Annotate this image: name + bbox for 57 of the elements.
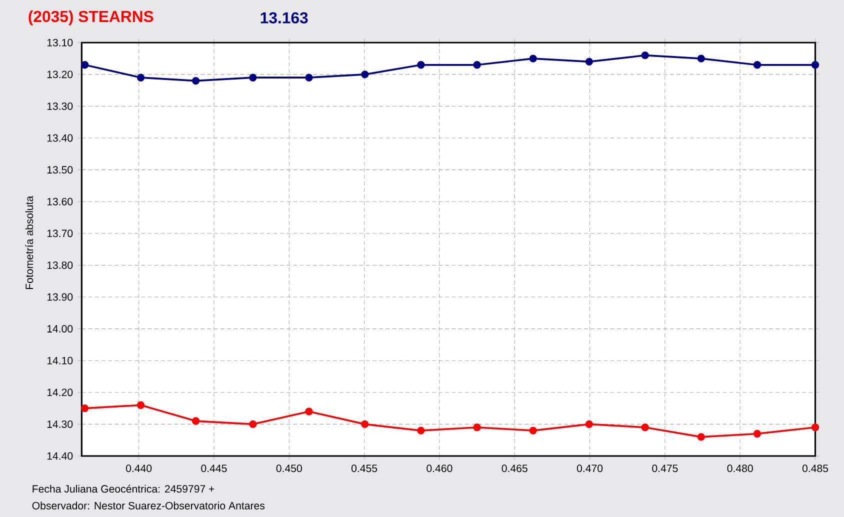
point bbox=[697, 54, 705, 62]
x-tick-label: 0.465 bbox=[502, 464, 528, 472]
x-tick-label: 0.475 bbox=[652, 464, 678, 472]
x-tick-label: 0.440 bbox=[126, 464, 152, 472]
point bbox=[81, 60, 89, 68]
y-tick-label: 13.50 bbox=[47, 166, 73, 174]
point bbox=[811, 423, 820, 431]
point bbox=[361, 420, 369, 428]
y-tick-label: 13.60 bbox=[47, 198, 73, 206]
point bbox=[641, 51, 649, 59]
x-tick-label: 0.445 bbox=[201, 464, 227, 472]
y-tick-label: 14.00 bbox=[47, 324, 73, 332]
point bbox=[417, 426, 425, 434]
point bbox=[192, 76, 200, 84]
point bbox=[136, 401, 145, 409]
y-tick-label: 14.10 bbox=[47, 356, 73, 364]
point bbox=[361, 70, 369, 78]
point bbox=[585, 58, 594, 66]
y-tick-label: 13.90 bbox=[47, 293, 73, 301]
point bbox=[641, 423, 649, 431]
x-tick-label: 0.455 bbox=[351, 464, 378, 472]
point bbox=[305, 407, 313, 416]
x-tick-label: 0.460 bbox=[426, 464, 452, 472]
y-tick-label: 13.20 bbox=[47, 70, 73, 78]
y-tick-label: 14.20 bbox=[47, 388, 73, 396]
y-tick-label: 14.40 bbox=[47, 452, 73, 460]
point bbox=[585, 420, 594, 428]
y-tick-label: 13.40 bbox=[47, 134, 73, 142]
y-tick-label: 13.30 bbox=[47, 102, 73, 110]
point bbox=[305, 74, 313, 82]
point bbox=[529, 426, 537, 434]
point bbox=[697, 432, 705, 441]
point bbox=[473, 423, 481, 431]
x-tick-label: 0.480 bbox=[727, 464, 753, 472]
text: Observador: Nestor Suarez-Observatorio Antares bbox=[32, 501, 265, 510]
x-tick-label: 0.485 bbox=[802, 464, 828, 472]
point bbox=[529, 54, 537, 62]
chart-subtitle: 13.163 bbox=[260, 12, 308, 24]
point bbox=[417, 60, 425, 68]
point bbox=[753, 430, 762, 438]
point bbox=[811, 60, 820, 68]
chart-title: (2035) STEARNS bbox=[28, 10, 154, 26]
x-tick-label: 0.470 bbox=[576, 464, 603, 472]
point bbox=[473, 60, 481, 68]
point bbox=[753, 60, 762, 68]
point bbox=[81, 404, 89, 412]
point bbox=[192, 416, 200, 425]
y-tick-label: 14.30 bbox=[47, 420, 73, 428]
point bbox=[249, 420, 257, 428]
y-tick-label: 13.10 bbox=[47, 38, 73, 46]
x-axis-title: Fecha Juliana Geocéntrica: 2459797 + bbox=[32, 484, 214, 492]
point bbox=[249, 74, 257, 82]
x-tick-label: 0.450 bbox=[276, 464, 302, 472]
point bbox=[136, 74, 145, 82]
y-axis-title: Fotometría absoluta bbox=[25, 196, 34, 289]
y-tick-label: 13.80 bbox=[47, 261, 73, 269]
y-tick-label: 13.70 bbox=[47, 229, 73, 237]
